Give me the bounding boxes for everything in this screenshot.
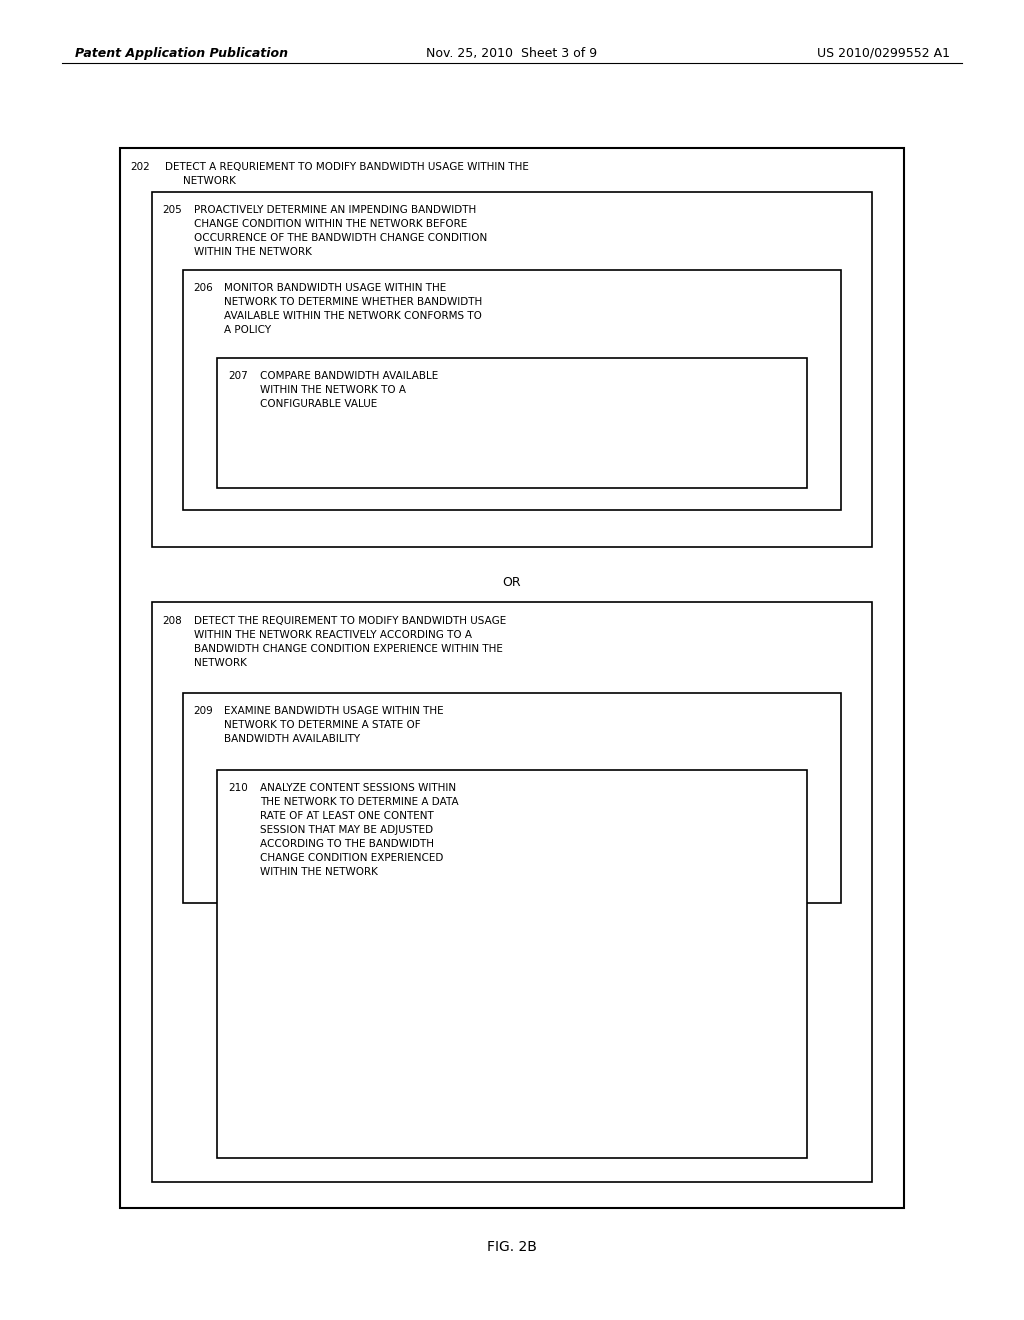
- Text: EXAMINE BANDWIDTH USAGE WITHIN THE: EXAMINE BANDWIDTH USAGE WITHIN THE: [224, 706, 443, 715]
- Text: OCCURRENCE OF THE BANDWIDTH CHANGE CONDITION: OCCURRENCE OF THE BANDWIDTH CHANGE CONDI…: [194, 234, 487, 243]
- Text: THE NETWORK TO DETERMINE A DATA: THE NETWORK TO DETERMINE A DATA: [260, 797, 459, 807]
- Text: 210: 210: [228, 783, 248, 793]
- Text: 202: 202: [130, 162, 150, 172]
- Text: AVAILABLE WITHIN THE NETWORK CONFORMS TO: AVAILABLE WITHIN THE NETWORK CONFORMS TO: [224, 312, 482, 321]
- Bar: [217, 770, 807, 1158]
- Text: WITHIN THE NETWORK TO A: WITHIN THE NETWORK TO A: [260, 385, 406, 395]
- Bar: [152, 191, 872, 546]
- Bar: [152, 602, 872, 1181]
- Bar: [217, 358, 807, 488]
- Text: US 2010/0299552 A1: US 2010/0299552 A1: [817, 48, 950, 59]
- Text: OR: OR: [503, 576, 521, 589]
- Text: 208: 208: [162, 616, 181, 626]
- Text: FIG. 2B: FIG. 2B: [487, 1239, 537, 1254]
- Text: DETECT A REQURIEMENT TO MODIFY BANDWIDTH USAGE WITHIN THE: DETECT A REQURIEMENT TO MODIFY BANDWIDTH…: [165, 162, 528, 172]
- Bar: [120, 148, 904, 1208]
- Text: WITHIN THE NETWORK REACTIVELY ACCORDING TO A: WITHIN THE NETWORK REACTIVELY ACCORDING …: [194, 630, 472, 640]
- Text: COMPARE BANDWIDTH AVAILABLE: COMPARE BANDWIDTH AVAILABLE: [260, 371, 438, 381]
- Text: SESSION THAT MAY BE ADJUSTED: SESSION THAT MAY BE ADJUSTED: [260, 825, 433, 836]
- Text: NETWORK TO DETERMINE WHETHER BANDWIDTH: NETWORK TO DETERMINE WHETHER BANDWIDTH: [224, 297, 482, 308]
- Text: PROACTIVELY DETERMINE AN IMPENDING BANDWIDTH: PROACTIVELY DETERMINE AN IMPENDING BANDW…: [194, 205, 476, 215]
- Bar: [183, 271, 841, 510]
- Text: BANDWIDTH CHANGE CONDITION EXPERIENCE WITHIN THE: BANDWIDTH CHANGE CONDITION EXPERIENCE WI…: [194, 644, 503, 653]
- Text: Patent Application Publication: Patent Application Publication: [75, 48, 288, 59]
- Text: CHANGE CONDITION EXPERIENCED: CHANGE CONDITION EXPERIENCED: [260, 853, 443, 863]
- Text: NETWORK: NETWORK: [183, 176, 236, 186]
- Text: 207: 207: [228, 371, 248, 381]
- Text: 205: 205: [162, 205, 181, 215]
- Text: WITHIN THE NETWORK: WITHIN THE NETWORK: [194, 247, 312, 257]
- Text: 209: 209: [193, 706, 213, 715]
- Text: BANDWIDTH AVAILABILITY: BANDWIDTH AVAILABILITY: [224, 734, 360, 744]
- Text: RATE OF AT LEAST ONE CONTENT: RATE OF AT LEAST ONE CONTENT: [260, 810, 434, 821]
- Text: MONITOR BANDWIDTH USAGE WITHIN THE: MONITOR BANDWIDTH USAGE WITHIN THE: [224, 282, 446, 293]
- Bar: [183, 693, 841, 903]
- Text: WITHIN THE NETWORK: WITHIN THE NETWORK: [260, 867, 378, 876]
- Text: ANALYZE CONTENT SESSIONS WITHIN: ANALYZE CONTENT SESSIONS WITHIN: [260, 783, 456, 793]
- Text: A POLICY: A POLICY: [224, 325, 271, 335]
- Text: CHANGE CONDITION WITHIN THE NETWORK BEFORE: CHANGE CONDITION WITHIN THE NETWORK BEFO…: [194, 219, 467, 228]
- Text: ACCORDING TO THE BANDWIDTH: ACCORDING TO THE BANDWIDTH: [260, 840, 434, 849]
- Text: CONFIGURABLE VALUE: CONFIGURABLE VALUE: [260, 399, 377, 409]
- Text: DETECT THE REQUIREMENT TO MODIFY BANDWIDTH USAGE: DETECT THE REQUIREMENT TO MODIFY BANDWID…: [194, 616, 506, 626]
- Text: NETWORK: NETWORK: [194, 657, 247, 668]
- Text: Nov. 25, 2010  Sheet 3 of 9: Nov. 25, 2010 Sheet 3 of 9: [426, 48, 598, 59]
- Text: 206: 206: [193, 282, 213, 293]
- Text: NETWORK TO DETERMINE A STATE OF: NETWORK TO DETERMINE A STATE OF: [224, 719, 421, 730]
